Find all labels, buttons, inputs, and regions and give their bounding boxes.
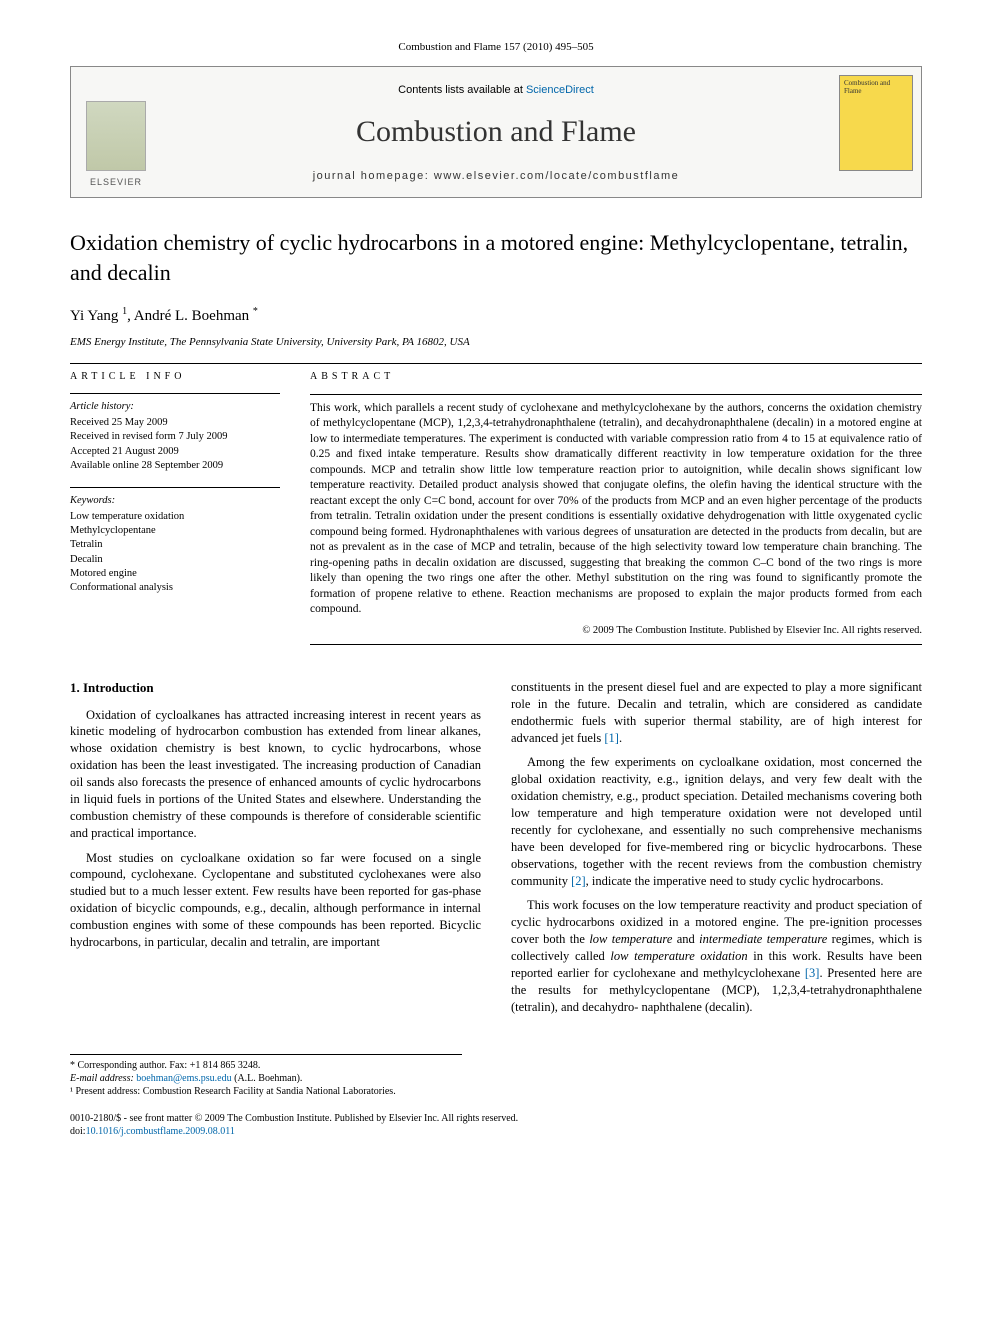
keywords-label: Keywords: — [70, 494, 280, 508]
paragraph: This work focuses on the low temperature… — [511, 897, 922, 1015]
paragraph: constituents in the present diesel fuel … — [511, 679, 922, 747]
affiliation: EMS Energy Institute, The Pennsylvania S… — [70, 335, 922, 349]
doi-line: doi:10.1016/j.combustflame.2009.08.011 — [70, 1125, 922, 1138]
paragraph: Among the few experiments on cycloalkane… — [511, 754, 922, 889]
corresponding-author: * Corresponding author. Fax: +1 814 865 … — [70, 1059, 462, 1072]
text-run: Among the few experiments on cycloalkane… — [511, 755, 922, 887]
header-citation: Combustion and Flame 157 (2010) 495–505 — [70, 40, 922, 54]
info-abstract-row: ARTICLE INFO Article history: Received 2… — [70, 370, 922, 651]
keywords-block: Keywords: Low temperature oxidation Meth… — [70, 494, 280, 595]
history-item: Received 25 May 2009 — [70, 416, 280, 430]
abstract-text: This work, which parallels a recent stud… — [310, 401, 922, 618]
abstract-copyright: © 2009 The Combustion Institute. Publish… — [310, 624, 922, 638]
journal-name: Combustion and Flame — [161, 112, 831, 151]
banner-right: Combustion and Flame — [831, 67, 921, 197]
contents-line: Contents lists available at ScienceDirec… — [161, 83, 831, 97]
keyword: Tetralin — [70, 538, 280, 552]
banner-center: Contents lists available at ScienceDirec… — [161, 67, 831, 197]
keyword: Low temperature oxidation — [70, 510, 280, 524]
publisher-logo-block: ELSEVIER — [71, 67, 161, 197]
history-item: Received in revised form 7 July 2009 — [70, 430, 280, 444]
citation-link[interactable]: [3] — [805, 966, 820, 980]
elsevier-tree-icon — [86, 101, 146, 171]
abs-rule — [310, 394, 922, 395]
history-item: Accepted 21 August 2009 — [70, 445, 280, 459]
info-rule-2 — [70, 487, 280, 488]
journal-cover-icon: Combustion and Flame — [839, 75, 913, 171]
homepage-line: journal homepage: www.elsevier.com/locat… — [161, 169, 831, 183]
keyword: Motored engine — [70, 567, 280, 581]
text-run: constituents in the present diesel fuel … — [511, 680, 922, 745]
text-run: and — [672, 932, 699, 946]
front-matter: 0010-2180/$ - see front matter © 2009 Th… — [70, 1112, 922, 1125]
footnotes: * Corresponding author. Fax: +1 814 865 … — [70, 1054, 462, 1098]
citation-link[interactable]: [2] — [571, 874, 586, 888]
history-label: Article history: — [70, 400, 280, 414]
info-rule-1 — [70, 393, 280, 394]
keyword: Decalin — [70, 553, 280, 567]
journal-banner: ELSEVIER Contents lists available at Sci… — [70, 66, 922, 198]
author-note: ¹ Present address: Combustion Research F… — [70, 1085, 462, 1098]
abstract-label: ABSTRACT — [310, 370, 922, 384]
article-info: ARTICLE INFO Article history: Received 2… — [70, 370, 280, 651]
italic-term: low temperature — [589, 932, 672, 946]
email-line: E-mail address: boehman@ems.psu.edu (A.L… — [70, 1072, 462, 1085]
footer: 0010-2180/$ - see front matter © 2009 Th… — [70, 1112, 922, 1138]
left-column: 1. Introduction Oxidation of cycloalkane… — [70, 679, 481, 1024]
right-column: constituents in the present diesel fuel … — [511, 679, 922, 1024]
history-item: Available online 28 September 2009 — [70, 459, 280, 473]
contents-prefix: Contents lists available at — [398, 84, 526, 96]
homepage-url: www.elsevier.com/locate/combustflame — [434, 170, 679, 182]
abs-rule-bottom — [310, 644, 922, 645]
email-label: E-mail address: — [70, 1073, 136, 1084]
italic-term: intermediate temperature — [699, 932, 827, 946]
citation-link[interactable]: [1] — [604, 731, 619, 745]
paragraph: Most studies on cycloalkane oxidation so… — [70, 850, 481, 951]
sciencedirect-link[interactable]: ScienceDirect — [526, 84, 594, 96]
section-1-heading: 1. Introduction — [70, 679, 481, 697]
email-suffix: (A.L. Boehman). — [232, 1073, 303, 1084]
email-link[interactable]: boehman@ems.psu.edu — [136, 1073, 231, 1084]
keyword: Methylcyclopentane — [70, 524, 280, 538]
paragraph: Oxidation of cycloalkanes has attracted … — [70, 707, 481, 842]
doi-label: doi: — [70, 1126, 86, 1137]
article-title: Oxidation chemistry of cyclic hydrocarbo… — [70, 228, 922, 287]
text-run: . — [619, 731, 622, 745]
authors: Yi Yang 1, André L. Boehman * — [70, 305, 922, 327]
history-block: Article history: Received 25 May 2009 Re… — [70, 400, 280, 473]
homepage-prefix: journal homepage: — [313, 170, 434, 182]
doi-link[interactable]: 10.1016/j.combustflame.2009.08.011 — [86, 1126, 235, 1137]
abstract: ABSTRACT This work, which parallels a re… — [310, 370, 922, 651]
keyword: Conformational analysis — [70, 581, 280, 595]
article-info-label: ARTICLE INFO — [70, 370, 280, 383]
text-run: , indicate the imperative need to study … — [586, 874, 884, 888]
publisher-name: ELSEVIER — [90, 177, 142, 189]
rule-top — [70, 363, 922, 364]
body-columns: 1. Introduction Oxidation of cycloalkane… — [70, 679, 922, 1024]
italic-term: low temperature oxidation — [610, 949, 747, 963]
